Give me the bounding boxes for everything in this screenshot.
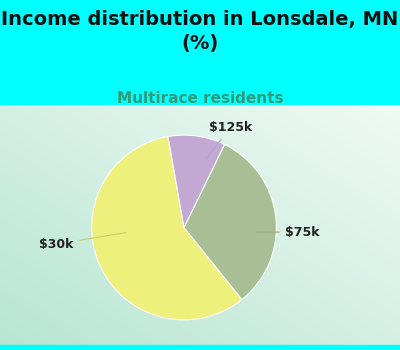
Text: $125k: $125k	[206, 121, 252, 159]
Wedge shape	[168, 135, 224, 228]
Text: Multirace residents: Multirace residents	[117, 91, 283, 106]
Wedge shape	[184, 145, 276, 300]
Text: Income distribution in Lonsdale, MN
(%): Income distribution in Lonsdale, MN (%)	[1, 10, 399, 52]
Wedge shape	[92, 136, 242, 320]
Bar	[0, 345, 400, 350]
Text: $30k: $30k	[39, 233, 126, 251]
Text: $75k: $75k	[256, 226, 320, 239]
